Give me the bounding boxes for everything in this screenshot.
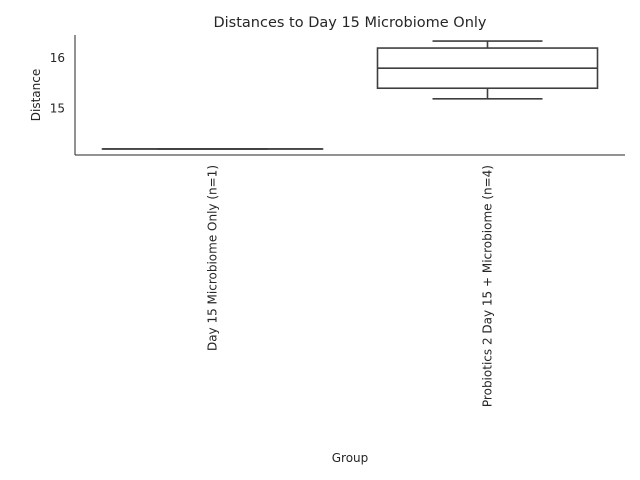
x-tick-label: Day 15 Microbiome Only (n=1) <box>206 165 220 351</box>
x-ticks: Day 15 Microbiome Only (n=1) Probiotics 2… <box>206 165 495 407</box>
y-tick-label: 15 <box>50 101 65 115</box>
box-2 <box>376 40 599 100</box>
y-axis-label: Distance <box>29 69 43 121</box>
box-plots <box>101 40 599 150</box>
x-axis-label: Group <box>332 451 369 465</box>
x-tick-label: Probiotics 2 Day 15 + Microbiome (n=4) <box>481 165 495 407</box>
y-tick-label: 16 <box>50 51 65 65</box>
chart-title: Distances to Day 15 Microbiome Only <box>213 15 486 31</box>
